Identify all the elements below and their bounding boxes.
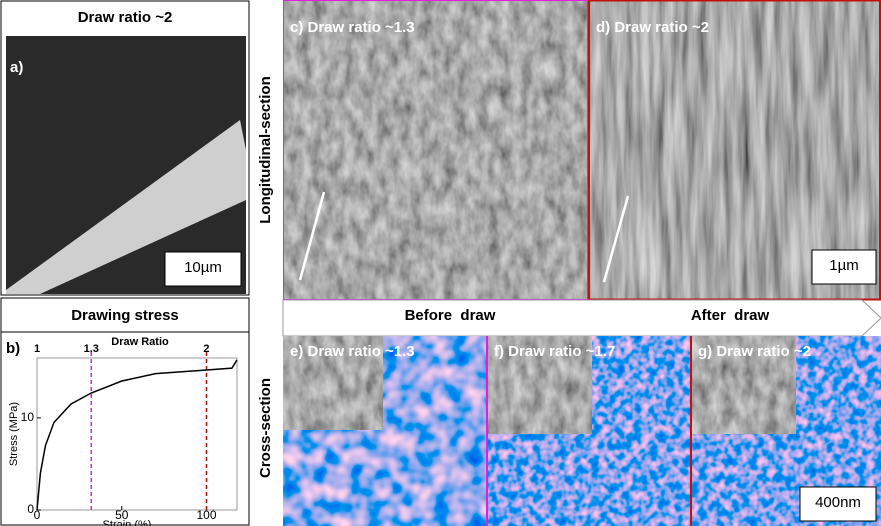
section-label: Cross-section — [257, 378, 274, 478]
process-arrow — [283, 300, 881, 336]
arrow-label: After draw — [691, 307, 770, 324]
panel-f-label: f) Draw ratio ~1.7 — [494, 343, 615, 360]
panel-c-label: c) Draw ratio ~1.3 — [290, 19, 415, 36]
panel-d-label: d) Draw ratio ~2 — [596, 19, 709, 36]
section-label: Longitudinal-section — [257, 76, 274, 224]
arrow-label: Before draw — [405, 307, 496, 324]
scale-label: 1µm — [829, 257, 858, 274]
y-tick-label: 0 — [27, 502, 34, 516]
panel-a-title: Draw ratio ~2 — [78, 9, 173, 26]
x-tick-label: 100 — [196, 508, 216, 522]
x-axis-label: Strain (%) — [103, 519, 152, 526]
draw-ratio-label: 1 — [34, 343, 40, 355]
y-axis-label: Stress (MPa) — [8, 402, 20, 466]
sem-image-c — [283, 0, 588, 300]
scale-label: 10µm — [184, 259, 222, 276]
panel-g-label: g) Draw ratio ~2 — [698, 343, 811, 360]
draw-ratio-label: 1.3 — [84, 343, 99, 355]
panel-e-label: e) Draw ratio ~1.3 — [290, 343, 415, 360]
draw-ratio-label: 2 — [203, 343, 209, 355]
panel-b-label: b) — [6, 340, 20, 357]
scale-label: 400nm — [815, 494, 861, 511]
top-label: Draw Ratio — [111, 336, 169, 348]
panel-a-label: a) — [10, 59, 23, 76]
panel-b-title: Drawing stress — [71, 307, 179, 324]
figure: Draw ratio ~2 a) 10µm Drawing stress b) … — [0, 0, 881, 526]
y-tick-label: 10 — [21, 410, 35, 424]
